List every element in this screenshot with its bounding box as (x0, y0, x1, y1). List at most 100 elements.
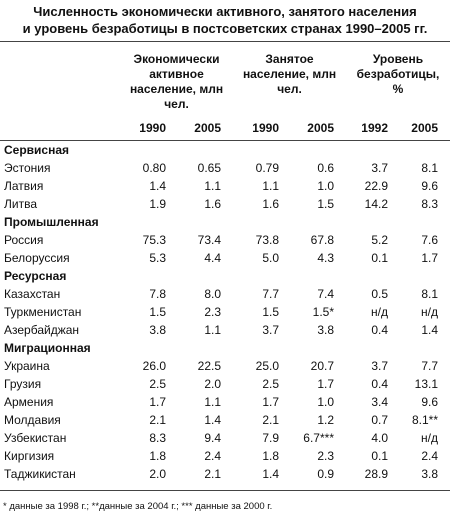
cell: 1.1 (204, 323, 221, 337)
country: Таджикистан (4, 467, 76, 481)
column-group: Уровень безработицы, % (346, 42, 450, 116)
group-name: Промышленная (4, 215, 99, 229)
cell: 1.9 (149, 197, 166, 211)
column-group: Экономически активное население, млн чел… (120, 42, 233, 116)
cell: 73.4 (197, 233, 221, 247)
country: Эстония (4, 161, 51, 175)
data-row: Литва 1.9 1.6 1.6 1.5 14.2 8.3 (0, 195, 450, 213)
cell: н/д (371, 305, 388, 319)
cell: 8.1** (411, 413, 438, 427)
cell: 5.2 (371, 233, 388, 247)
country: Киргизия (4, 449, 55, 463)
group-name: Ресурсная (4, 269, 67, 283)
cell: 2.3 (204, 305, 221, 319)
cell: 1.7 (421, 251, 438, 265)
year: 1990 (120, 116, 178, 141)
cell: 3.7 (371, 161, 388, 175)
cell: 4.0 (371, 431, 388, 445)
country: Грузия (4, 377, 42, 391)
cell: 26.0 (142, 359, 166, 373)
cell: 1.6 (204, 197, 221, 211)
cell: 3.8 (149, 323, 166, 337)
group-row: Сервисная (0, 141, 450, 160)
country: Молдавия (4, 413, 61, 427)
cell: 7.9 (262, 431, 279, 445)
year: 2005 (400, 116, 450, 141)
data-row: Киргизия 1.8 2.4 1.8 2.3 0.1 2.4 (0, 447, 450, 465)
cell: 1.8 (262, 449, 279, 463)
cell: 1.0 (317, 179, 334, 193)
cell: 8.3 (149, 431, 166, 445)
cell: 0.4 (371, 323, 388, 337)
cell: 7.8 (149, 287, 166, 301)
cell: 75.3 (142, 233, 166, 247)
country: Казахстан (4, 287, 61, 301)
data-row: Эстония 0.80 0.65 0.79 0.6 3.7 8.1 (0, 159, 450, 177)
cell: 1.4 (204, 413, 221, 427)
column-group-label: Занятое население, млн чел. (242, 52, 337, 96)
data-row: Молдавия 2.1 1.4 2.1 1.2 0.7 8.1** (0, 411, 450, 429)
year-row: 1990 2005 1990 2005 1992 2005 (0, 116, 450, 141)
data-row: Туркменистан 1.5 2.3 1.5 1.5* н/д н/д (0, 303, 450, 321)
country: Туркменистан (4, 305, 82, 319)
cell: 1.4 (149, 179, 166, 193)
cell: 0.1 (371, 251, 388, 265)
year: 1992 (346, 116, 400, 141)
data-row: Азербайджан 3.8 1.1 3.7 3.8 0.4 1.4 (0, 321, 450, 339)
cell: 2.0 (149, 467, 166, 481)
data-row: Таджикистан 2.0 2.1 1.4 0.9 28.9 3.8 (0, 465, 450, 483)
cell: 1.5* (312, 305, 334, 319)
cell: 7.7 (262, 287, 279, 301)
cell: 0.1 (371, 449, 388, 463)
cell: 73.8 (255, 233, 279, 247)
cell: 3.7 (371, 359, 388, 373)
cell: 1.6 (262, 197, 279, 211)
data-row: Армения 1.7 1.1 1.7 1.0 3.4 9.6 (0, 393, 450, 411)
year: 1990 (233, 116, 291, 141)
title-line: Численность экономически активного, заня… (33, 4, 417, 19)
group-row: Миграционная (0, 339, 450, 357)
cell: 3.8 (317, 323, 334, 337)
cell: 1.4 (421, 323, 438, 337)
table-body: Сервисная Эстония 0.80 0.65 0.79 0.6 3.7 8.1 Лат… (0, 141, 450, 484)
country: Армения (4, 395, 54, 409)
cell: 1.7 (149, 395, 166, 409)
cell: 2.5 (262, 377, 279, 391)
country: Россия (4, 233, 44, 247)
data-row: Белоруссия 5.3 4.4 5.0 4.3 0.1 1.7 (0, 249, 450, 267)
cell: 0.4 (371, 377, 388, 391)
year: 2005 (291, 116, 346, 141)
cell: 2.1 (204, 467, 221, 481)
group-name: Миграционная (4, 341, 91, 355)
cell: 2.3 (317, 449, 334, 463)
cell: 8.1 (421, 287, 438, 301)
country: Литва (4, 197, 37, 211)
cell: 6.7*** (303, 431, 334, 445)
cell: 0.9 (317, 467, 334, 481)
country: Азербайджан (4, 323, 80, 337)
cell: 0.7 (371, 413, 388, 427)
data-row: Казахстан 7.8 8.0 7.7 7.4 0.5 8.1 (0, 285, 450, 303)
cell: 1.1 (204, 395, 221, 409)
cell: 1.0 (317, 395, 334, 409)
cell: 2.1 (262, 413, 279, 427)
country: Узбекистан (4, 431, 67, 445)
country: Украина (4, 359, 50, 373)
cell: 25.0 (255, 359, 279, 373)
title: Численность экономически активного, заня… (0, 0, 450, 42)
title-line: и уровень безработицы в постсоветских ст… (22, 21, 428, 36)
cell: 9.6 (421, 395, 438, 409)
cell: 1.5 (317, 197, 334, 211)
country: Белоруссия (4, 251, 70, 265)
group-row: Ресурсная (0, 267, 450, 285)
cell: 4.4 (204, 251, 221, 265)
group-row: Промышленная (0, 213, 450, 231)
data-row: Узбекистан 8.3 9.4 7.9 6.7*** 4.0 н/д (0, 429, 450, 447)
cell: 0.80 (142, 161, 166, 175)
column-group: Занятое население, млн чел. (233, 42, 346, 116)
group-name: Сервисная (4, 143, 70, 157)
cell: 4.3 (317, 251, 334, 265)
cell: 5.0 (262, 251, 279, 265)
column-group-label: Экономически активное население, млн чел… (129, 52, 224, 111)
cell: 0.65 (197, 161, 221, 175)
